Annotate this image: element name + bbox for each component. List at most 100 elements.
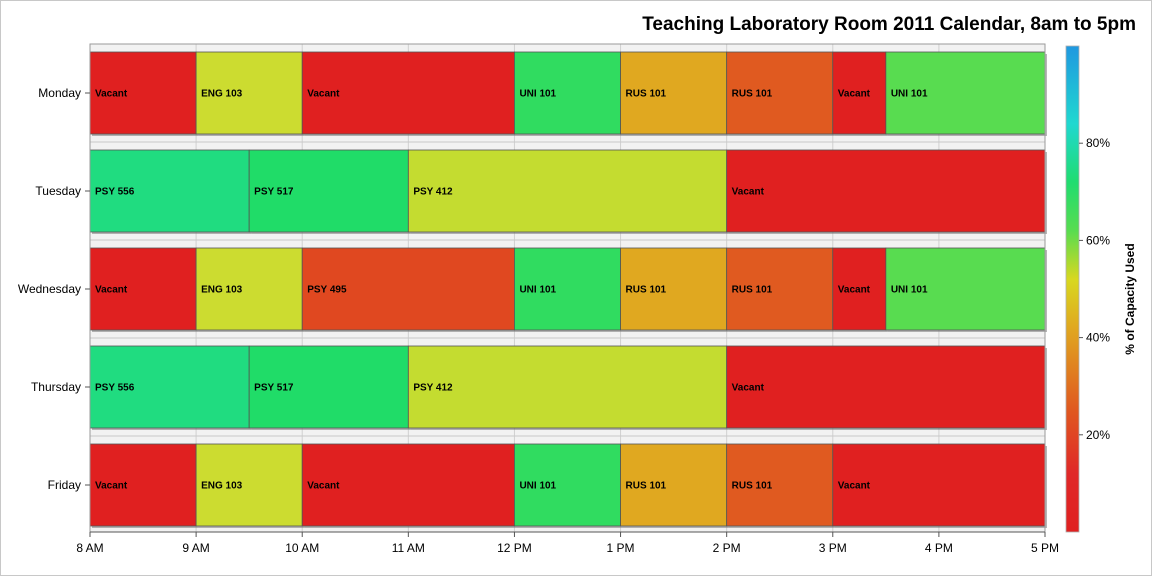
legend-tick-label: 60%: [1086, 233, 1110, 247]
booking-bar: RUS 101: [620, 443, 729, 528]
booking-bar-rect: [89, 51, 197, 135]
booking-bar-label: PSY 556: [95, 187, 135, 198]
booking-bar: PSY 517: [248, 149, 411, 234]
booking-bar: PSY 517: [248, 345, 411, 430]
booking-bar: Vacant: [832, 443, 1047, 528]
booking-bar-label: ENG 103: [201, 89, 243, 100]
booking-bar-label: ENG 103: [201, 481, 243, 492]
booking-bar-label: PSY 412: [413, 187, 453, 198]
booking-bar-label: Vacant: [307, 481, 340, 492]
booking-bar: Vacant: [301, 51, 517, 136]
booking-bar-label: RUS 101: [626, 285, 667, 296]
x-tick-label: 2 PM: [713, 541, 741, 555]
booking-bar-rect: [832, 51, 887, 135]
booking-bar-label: UNI 101: [519, 481, 556, 492]
booking-bar-label: UNI 101: [891, 89, 928, 100]
booking-bar: PSY 412: [407, 345, 729, 430]
booking-bar-rect: [301, 51, 515, 135]
booking-bar-rect: [195, 51, 303, 135]
booking-bar-label: RUS 101: [626, 481, 667, 492]
booking-bar-rect: [832, 443, 1046, 527]
booking-bar: RUS 101: [620, 247, 729, 332]
x-tick-label: 4 PM: [925, 541, 953, 555]
booking-bar-label: RUS 101: [732, 285, 773, 296]
booking-bar: Vacant: [832, 247, 888, 332]
x-tick-label: 11 AM: [392, 541, 425, 555]
booking-bar-label: UNI 101: [519, 89, 556, 100]
booking-bar-label: Vacant: [838, 481, 871, 492]
booking-bar-rect: [195, 247, 303, 331]
x-tick-label: 8 AM: [76, 541, 103, 555]
booking-bar: UNI 101: [514, 443, 623, 528]
x-tick-label: 3 PM: [819, 541, 847, 555]
color-legend: 20% 40% 60% 80% % of Capacity Used: [1065, 45, 1137, 533]
booking-bar-rect: [726, 149, 1046, 233]
booking-bar-label: Vacant: [307, 89, 340, 100]
booking-bar: Vacant: [726, 149, 1047, 234]
booking-bar-rect: [407, 149, 728, 233]
booking-bar-rect: [726, 247, 834, 331]
booking-bar-rect: [407, 345, 728, 429]
booking-bar-rect: [514, 51, 621, 135]
legend-tick-label: 40%: [1086, 331, 1110, 345]
booking-bar-label: Vacant: [95, 285, 128, 296]
booking-bar-rect: [514, 443, 621, 527]
booking-bar-rect: [301, 443, 515, 527]
booking-bar-rect: [89, 345, 250, 429]
booking-bar-label: PSY 517: [254, 187, 294, 198]
booking-bar: ENG 103: [195, 443, 305, 528]
x-tick-label: 5 PM: [1031, 541, 1059, 555]
booking-bar-rect: [195, 443, 303, 527]
booking-bar-rect: [620, 51, 728, 135]
booking-bar-rect: [726, 51, 834, 135]
booking-bar: Vacant: [726, 345, 1047, 430]
booking-bar-label: UNI 101: [891, 285, 928, 296]
booking-bar-rect: [726, 345, 1046, 429]
booking-bar-rect: [514, 247, 621, 331]
y-tick-label: Thursday: [31, 380, 81, 394]
x-tick-label: 9 AM: [182, 541, 209, 555]
chart-title: Teaching Laboratory Room 2011 Calendar, …: [642, 14, 1136, 35]
booking-bar-rect: [89, 149, 250, 233]
legend-tick-label: 80%: [1086, 136, 1110, 150]
y-tick-label: Tuesday: [35, 184, 81, 198]
y-tick-label: Wednesday: [18, 282, 81, 296]
booking-bar: ENG 103: [195, 247, 305, 332]
booking-bar-label: Vacant: [95, 89, 128, 100]
booking-bar: Vacant: [89, 443, 199, 528]
booking-bar-label: PSY 556: [95, 383, 135, 394]
booking-bar-rect: [620, 247, 728, 331]
booking-bar: RUS 101: [726, 443, 835, 528]
booking-bar: UNI 101: [514, 51, 623, 136]
booking-bar-rect: [89, 247, 197, 331]
y-tick-label: Monday: [38, 86, 81, 100]
booking-bar-label: PSY 495: [307, 285, 347, 296]
booking-bar: RUS 101: [726, 247, 835, 332]
x-tick-label: 12 PM: [497, 541, 532, 555]
x-tick-label: 1 PM: [607, 541, 635, 555]
booking-bar-rect: [620, 443, 728, 527]
legend-color-bar: [1065, 45, 1080, 533]
booking-bar-label: Vacant: [732, 383, 765, 394]
y-tick-label: Friday: [48, 478, 81, 492]
booking-bar-label: PSY 412: [413, 383, 453, 394]
booking-bar-rect: [885, 51, 1046, 135]
booking-bar: RUS 101: [726, 51, 835, 136]
booking-bar: Vacant: [89, 51, 199, 136]
booking-bar-label: RUS 101: [626, 89, 667, 100]
booking-bar: UNI 101: [885, 51, 1047, 136]
booking-bar: Vacant: [89, 247, 199, 332]
booking-bar: ENG 103: [195, 51, 305, 136]
booking-bar-label: UNI 101: [519, 285, 556, 296]
booking-bar: Vacant: [832, 51, 888, 136]
booking-bar-rect: [726, 443, 834, 527]
legend-title: % of Capacity Used: [1123, 243, 1137, 354]
booking-bar: UNI 101: [885, 247, 1047, 332]
plot-area: Vacant ENG 103 Vacant UNI 101 RUS 101 RUS 101…: [18, 43, 1059, 555]
booking-bar-label: ENG 103: [201, 285, 243, 296]
booking-bar-label: Vacant: [838, 285, 871, 296]
booking-bar-label: Vacant: [732, 187, 765, 198]
booking-bar-label: RUS 101: [732, 481, 773, 492]
booking-bar: PSY 412: [407, 149, 729, 234]
